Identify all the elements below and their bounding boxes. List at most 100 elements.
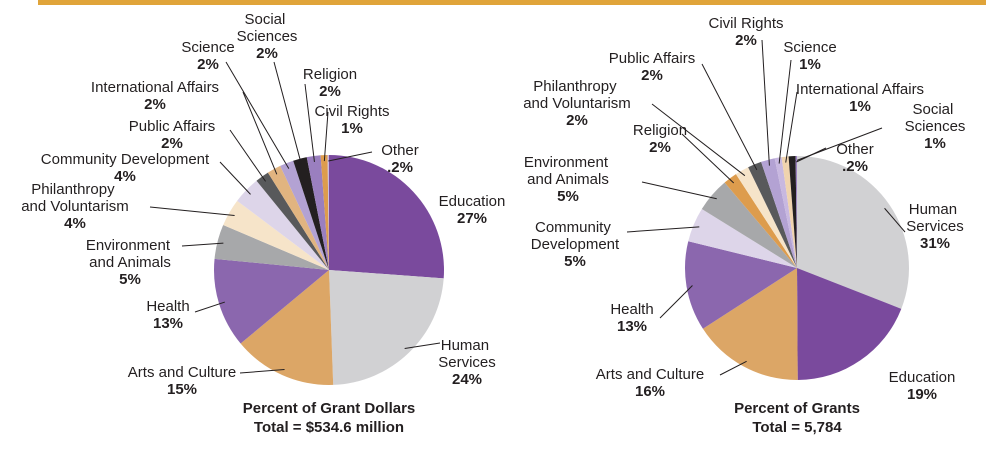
slice-label: Civil Rights	[314, 103, 389, 120]
chart-title: Percent of Grant Dollars	[243, 400, 416, 417]
leader-line	[659, 285, 693, 319]
pie-slice	[702, 268, 798, 380]
leader-line	[181, 242, 224, 247]
slice-value-label: 2%	[197, 56, 219, 73]
slice-label: Religion	[633, 122, 687, 139]
leader-line	[884, 207, 906, 233]
slice-value-label: 13%	[153, 315, 183, 332]
leader-line	[149, 206, 235, 216]
slice-label: Education	[889, 369, 956, 386]
pie-slice	[795, 156, 797, 268]
slice-value-label: 2%	[735, 32, 757, 49]
pie-slice	[214, 225, 329, 270]
slice-value-label: 2%	[319, 83, 341, 100]
pie-slice	[293, 157, 329, 270]
leader-line	[785, 91, 798, 163]
slice-value-label: 2%	[649, 139, 671, 156]
slice-value-label: .2%	[387, 159, 413, 176]
leader-line	[304, 83, 315, 163]
leader-line	[681, 133, 735, 184]
pie-slice	[267, 165, 329, 270]
leader-line	[273, 61, 302, 165]
slice-value-label: 19%	[907, 386, 937, 403]
slice-value-label: .2%	[842, 158, 868, 175]
slice-label: Human Services	[906, 201, 964, 235]
slice-label: Public Affairs	[609, 50, 695, 67]
slice-label: Arts and Culture	[596, 366, 704, 383]
slice-label: Community Development	[41, 151, 210, 168]
pie-slice	[735, 167, 797, 268]
pie-slice	[788, 156, 797, 268]
leader-line	[761, 39, 770, 166]
leader-line	[225, 61, 290, 169]
pie-slice	[685, 241, 797, 329]
pie-slice	[797, 156, 909, 309]
slice-label: Social Sciences	[237, 11, 298, 45]
pie-slice	[774, 157, 797, 268]
pie-slice	[329, 155, 444, 279]
slice-label: Science	[181, 39, 234, 56]
pie-slice	[781, 156, 797, 268]
slice-label: Education	[439, 193, 506, 210]
chart-subtitle: Total = 5,784	[752, 419, 842, 436]
slice-label: Environment and Animals	[86, 237, 174, 271]
leader-line	[229, 129, 266, 182]
slice-value-label: 5%	[564, 253, 586, 270]
slice-label: Science	[783, 39, 836, 56]
slice-value-label: 1%	[799, 56, 821, 73]
slice-label: Public Affairs	[129, 118, 215, 135]
slice-value-label: 1%	[341, 120, 363, 137]
leader-line	[641, 181, 717, 200]
chart-title: Percent of Grants	[734, 400, 860, 417]
leader-line	[796, 147, 827, 163]
pie-slice	[327, 155, 329, 270]
slice-value-label: 27%	[457, 210, 487, 227]
pie-slice	[240, 270, 334, 385]
slice-value-label: 2%	[256, 45, 278, 62]
slice-label: International Affairs	[91, 79, 219, 96]
pie-slice	[761, 158, 797, 268]
leader-line	[194, 301, 225, 313]
pie-slice	[256, 172, 329, 270]
slice-label: Other	[381, 142, 419, 159]
slice-value-label: 5%	[119, 271, 141, 288]
slice-value-label: 2%	[566, 112, 588, 129]
slice-label: Civil Rights	[708, 15, 783, 32]
slice-value-label: 31%	[920, 235, 950, 252]
pie-slice	[223, 200, 329, 270]
slice-label: Environment and Animals	[524, 154, 612, 188]
slice-value-label: 2%	[641, 67, 663, 84]
leader-line	[328, 151, 373, 162]
slice-value-label: 16%	[635, 383, 665, 400]
leader-line	[719, 360, 747, 376]
pie-slice	[724, 174, 797, 268]
pie-slice	[280, 160, 329, 270]
slice-value-label: 4%	[64, 215, 86, 232]
slice-value-label: 13%	[617, 318, 647, 335]
pie-slice	[237, 180, 329, 270]
pie-slice	[701, 182, 797, 268]
pie-slice	[797, 268, 902, 380]
leader-line	[323, 111, 329, 162]
slice-label: Philanthropy and Voluntarism	[523, 78, 631, 112]
slice-label: Philanthropy and Voluntarism	[21, 181, 129, 215]
slice-label: Religion	[303, 66, 357, 83]
slice-label: Social Sciences	[905, 101, 966, 135]
slice-value-label: 5%	[557, 188, 579, 205]
leader-line	[626, 226, 700, 233]
pie-slice	[329, 270, 444, 385]
pie-slice	[214, 258, 329, 344]
slice-label: International Affairs	[796, 81, 924, 98]
leader-line	[404, 342, 441, 349]
leader-line	[242, 91, 278, 175]
leader-line	[651, 103, 746, 177]
slice-value-label: 2%	[144, 96, 166, 113]
slice-label: Human Services	[438, 337, 496, 371]
leader-line	[778, 59, 792, 164]
slice-label: Community Development	[531, 219, 620, 253]
pie-slice	[688, 208, 797, 268]
slice-label: Health	[146, 298, 189, 315]
slice-value-label: 1%	[849, 98, 871, 115]
pie-slice	[306, 155, 329, 270]
